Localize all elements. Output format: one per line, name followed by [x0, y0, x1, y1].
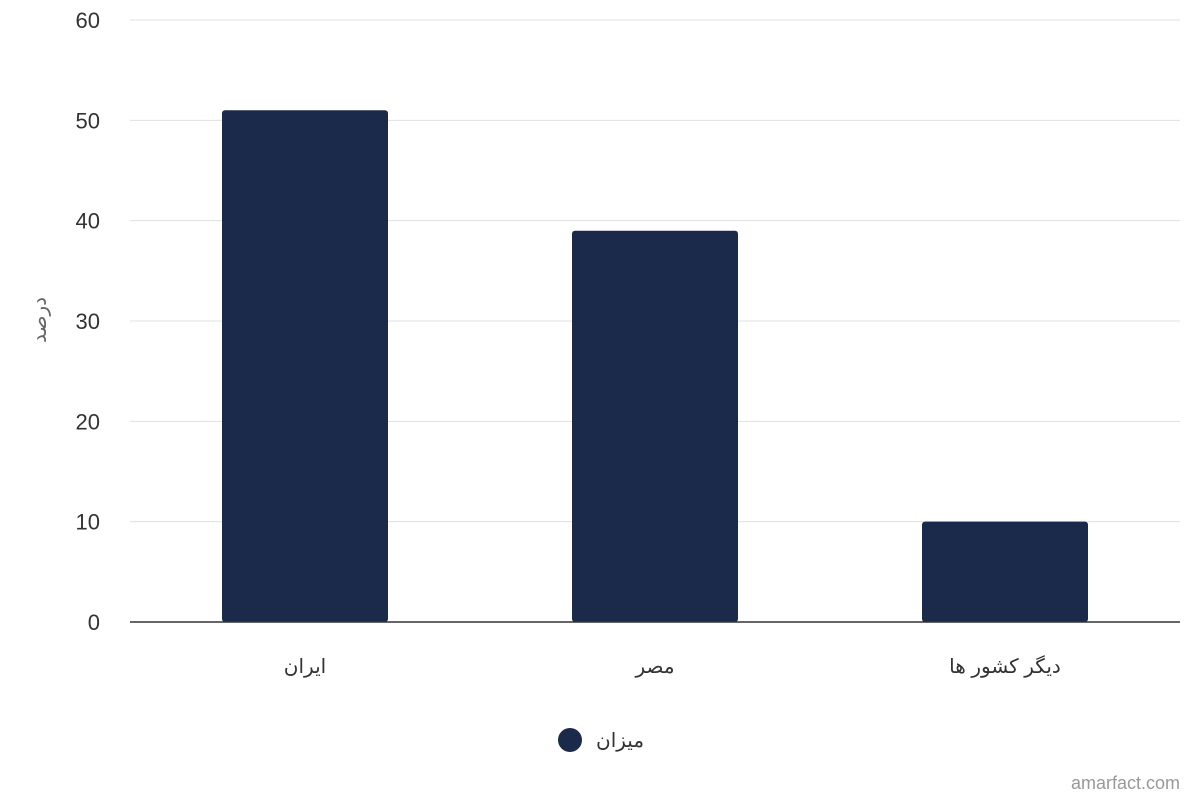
legend[interactable]: میزان	[558, 728, 644, 752]
x-tick-label: ایران	[284, 656, 326, 678]
x-tick-label: دیگر کشور ها	[949, 655, 1061, 678]
y-tick-label: 30	[76, 309, 100, 334]
y-tick-label: 40	[76, 209, 100, 234]
y-tick-label: 50	[76, 108, 100, 133]
y-tick-label: 20	[76, 409, 100, 434]
y-tick-label: 0	[88, 610, 100, 635]
legend-label: میزان	[596, 730, 644, 752]
bar[interactable]	[572, 230, 738, 622]
y-tick-label: 10	[76, 510, 100, 535]
bar[interactable]	[922, 521, 1088, 622]
y-tick-labels: 0 10 20 30 40 50 60	[76, 8, 100, 635]
x-tick-labels: ایران مصر دیگر کشور ها	[284, 655, 1061, 678]
x-tick-label: مصر	[634, 656, 674, 678]
y-tick-label: 60	[76, 8, 100, 33]
y-axis-title: درصد	[29, 297, 51, 343]
bars	[222, 110, 1088, 623]
legend-swatch	[558, 728, 582, 752]
watermark: amarfact.com	[1070, 773, 1180, 793]
bar[interactable]	[222, 110, 388, 623]
